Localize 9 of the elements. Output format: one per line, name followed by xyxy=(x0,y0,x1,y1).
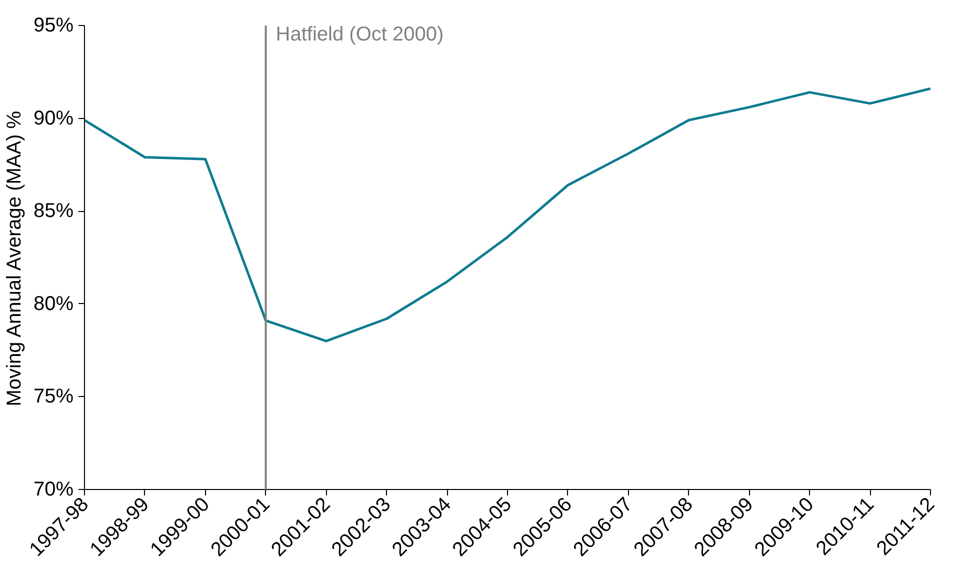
y-tick-label: 90% xyxy=(33,107,74,130)
line-series xyxy=(84,87,930,342)
y-tick-label: 80% xyxy=(33,292,74,315)
y-axis-title: Moving Annual Average (MAA) % xyxy=(3,110,26,406)
ref-line-label: Hatfield (Oct 2000) xyxy=(276,24,444,46)
y-tick-label: 95% xyxy=(33,14,74,36)
y-tick-label: 85% xyxy=(33,200,74,222)
y-tick-label: 75% xyxy=(33,386,74,408)
y-tick-label: 70% xyxy=(33,478,74,500)
